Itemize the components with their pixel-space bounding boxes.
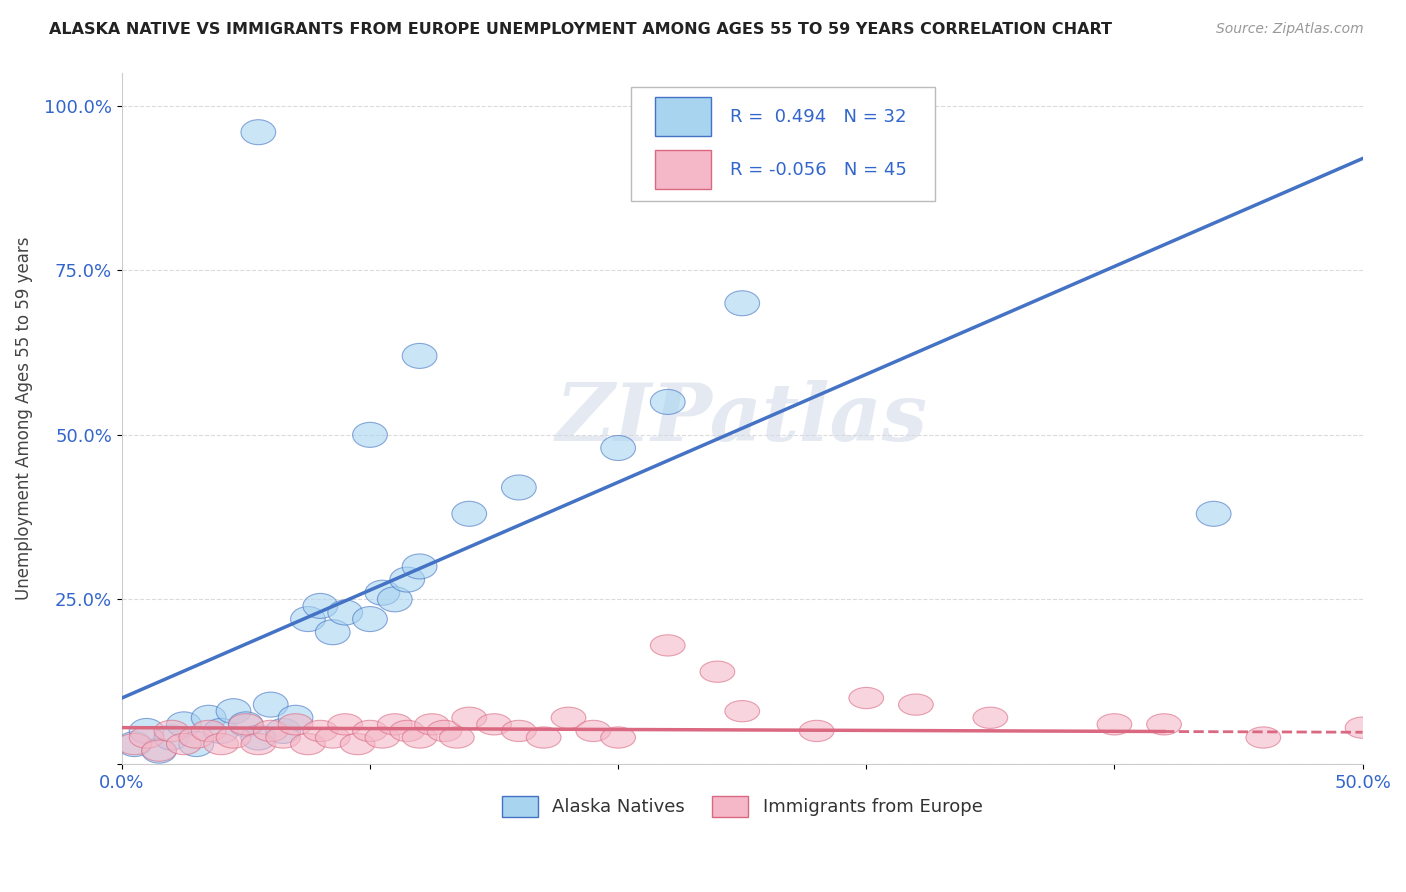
FancyBboxPatch shape (655, 151, 711, 189)
Ellipse shape (415, 714, 450, 735)
Ellipse shape (266, 718, 301, 743)
Ellipse shape (155, 725, 188, 750)
Ellipse shape (266, 727, 301, 748)
Ellipse shape (551, 707, 586, 729)
Ellipse shape (402, 727, 437, 748)
Ellipse shape (799, 721, 834, 741)
Ellipse shape (340, 733, 375, 755)
Ellipse shape (377, 714, 412, 735)
Ellipse shape (166, 733, 201, 755)
Ellipse shape (142, 739, 176, 764)
Ellipse shape (353, 607, 387, 632)
FancyBboxPatch shape (630, 87, 935, 201)
Ellipse shape (1246, 727, 1281, 748)
Ellipse shape (898, 694, 934, 715)
FancyBboxPatch shape (655, 97, 711, 136)
Ellipse shape (502, 475, 536, 500)
Ellipse shape (600, 435, 636, 460)
Ellipse shape (315, 727, 350, 748)
Ellipse shape (229, 712, 263, 737)
Ellipse shape (328, 714, 363, 735)
Ellipse shape (142, 740, 176, 761)
Ellipse shape (849, 688, 883, 708)
Ellipse shape (1147, 714, 1181, 735)
Ellipse shape (217, 727, 250, 748)
Ellipse shape (166, 712, 201, 737)
Ellipse shape (315, 620, 350, 645)
Ellipse shape (366, 727, 399, 748)
Ellipse shape (240, 725, 276, 750)
Ellipse shape (402, 343, 437, 368)
Ellipse shape (377, 587, 412, 612)
Ellipse shape (291, 607, 325, 632)
Ellipse shape (451, 501, 486, 526)
Legend: Alaska Natives, Immigrants from Europe: Alaska Natives, Immigrants from Europe (495, 789, 990, 824)
Ellipse shape (451, 707, 486, 729)
Ellipse shape (129, 718, 165, 743)
Text: R =  0.494   N = 32: R = 0.494 N = 32 (730, 108, 907, 126)
Ellipse shape (1097, 714, 1132, 735)
Text: ALASKA NATIVE VS IMMIGRANTS FROM EUROPE UNEMPLOYMENT AMONG AGES 55 TO 59 YEARS C: ALASKA NATIVE VS IMMIGRANTS FROM EUROPE … (49, 22, 1112, 37)
Ellipse shape (117, 731, 152, 756)
Ellipse shape (427, 721, 461, 741)
Ellipse shape (1197, 501, 1232, 526)
Y-axis label: Unemployment Among Ages 55 to 59 years: Unemployment Among Ages 55 to 59 years (15, 236, 32, 600)
Ellipse shape (651, 390, 685, 415)
Ellipse shape (389, 721, 425, 741)
Ellipse shape (302, 593, 337, 618)
Ellipse shape (253, 692, 288, 717)
Ellipse shape (291, 733, 325, 755)
Ellipse shape (191, 721, 226, 741)
Ellipse shape (179, 727, 214, 748)
Ellipse shape (240, 733, 276, 755)
Ellipse shape (155, 721, 188, 741)
Ellipse shape (253, 721, 288, 741)
Ellipse shape (700, 661, 735, 682)
Ellipse shape (477, 714, 512, 735)
Ellipse shape (1346, 717, 1379, 739)
Ellipse shape (973, 707, 1008, 729)
Ellipse shape (204, 733, 239, 755)
Ellipse shape (229, 714, 263, 735)
Ellipse shape (366, 581, 399, 606)
Ellipse shape (389, 567, 425, 592)
Ellipse shape (353, 721, 387, 741)
Ellipse shape (278, 706, 314, 731)
Text: R = -0.056   N = 45: R = -0.056 N = 45 (730, 161, 907, 178)
Ellipse shape (129, 727, 165, 748)
Text: Source: ZipAtlas.com: Source: ZipAtlas.com (1216, 22, 1364, 37)
Ellipse shape (576, 721, 610, 741)
Ellipse shape (217, 698, 250, 723)
Ellipse shape (440, 727, 474, 748)
Text: ZIPatlas: ZIPatlas (557, 380, 928, 458)
Ellipse shape (526, 727, 561, 748)
Ellipse shape (502, 721, 536, 741)
Ellipse shape (179, 731, 214, 756)
Ellipse shape (204, 718, 239, 743)
Ellipse shape (302, 721, 337, 741)
Ellipse shape (353, 422, 387, 448)
Ellipse shape (240, 120, 276, 145)
Ellipse shape (600, 727, 636, 748)
Ellipse shape (725, 700, 759, 722)
Ellipse shape (328, 600, 363, 625)
Ellipse shape (278, 714, 314, 735)
Ellipse shape (191, 706, 226, 731)
Ellipse shape (725, 291, 759, 316)
Ellipse shape (651, 635, 685, 656)
Ellipse shape (402, 554, 437, 579)
Ellipse shape (117, 733, 152, 755)
